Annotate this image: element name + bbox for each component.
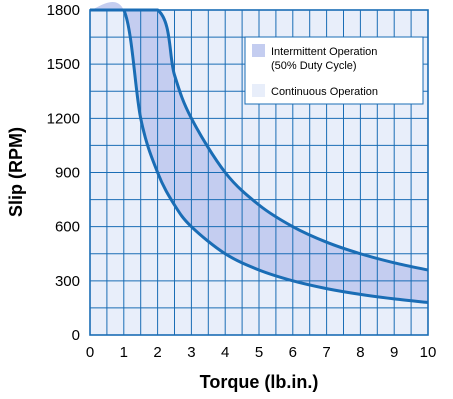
y-tick-label: 0 [72,327,80,344]
y-tick-label: 1500 [47,56,80,73]
legend-label-intermittent-line-2: (50% Duty Cycle) [271,60,357,72]
intermittent-curve [90,8,429,272]
y-tick-label: 900 [55,165,80,182]
legend-box [244,36,424,105]
x-tick-labels: 0 1 2 3 4 5 6 7 8 9 10 [86,344,437,361]
x-tick-label: 10 [420,344,437,361]
plot-frame [89,9,429,336]
y-tick-labels: 0 300 600 900 1200 1500 1800 [47,2,80,344]
x-tick-label: 2 [153,344,161,361]
x-tick-label: 4 [221,344,229,361]
y-tick-label: 1800 [47,2,80,19]
legend-label-intermittent-line-1: Intermittent Operation [271,46,377,58]
x-tick-label: 8 [356,344,364,361]
y-tick-label: 300 [55,273,80,290]
legend-swatch-intermittent [252,44,265,57]
y-tick-label: 600 [55,219,80,236]
legend-label-continuous: Continuous Operation [271,86,378,98]
x-tick-label: 5 [255,344,263,361]
x-tick-label: 0 [86,344,94,361]
x-tick-label: 1 [120,344,128,361]
y-axis-title: Slip (RPM) [6,127,26,217]
x-tick-label: 6 [289,344,297,361]
legend: Intermittent Operation (50% Duty Cycle) … [244,36,424,105]
x-tick-label: 7 [322,344,330,361]
legend-swatch-continuous [252,84,265,97]
continuous-curve [90,8,429,304]
y-tick-label: 1200 [47,110,80,127]
x-tick-label: 3 [187,344,195,361]
x-axis-title: Torque (lb.in.) [200,372,319,392]
x-tick-label: 9 [390,344,398,361]
